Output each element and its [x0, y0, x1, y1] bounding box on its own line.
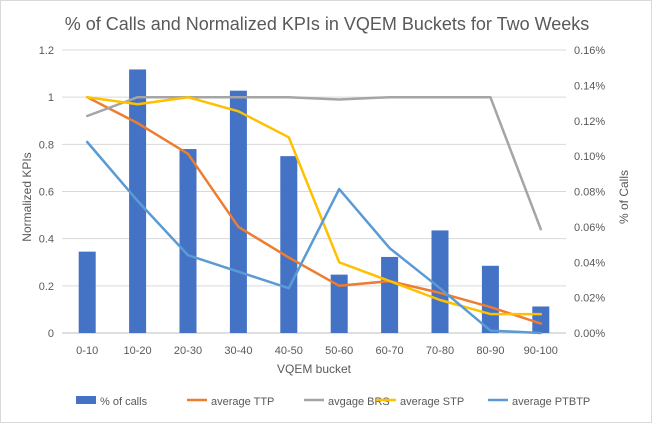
bar	[229, 90, 247, 334]
y2-tick-label: 0.14%	[574, 80, 605, 92]
x-tick-label: 50-60	[325, 345, 353, 357]
bar	[179, 149, 197, 333]
y2-tick-label: 0.02%	[574, 293, 605, 305]
y-tick-label: 0.6	[39, 187, 54, 199]
legend: % of calls average TTP avgage BRS average S…	[76, 396, 590, 408]
y-tick-label: 1.2	[39, 45, 54, 57]
y-tick-label: 0.2	[39, 281, 54, 293]
x-tick-label: 20-30	[174, 345, 202, 357]
x-tick-label: 0-10	[76, 345, 98, 357]
x-tick-label: 80-90	[476, 345, 504, 357]
y-axis-title: Normalized KPIs	[20, 152, 34, 241]
y-tick-label: 0.8	[39, 139, 54, 151]
legend-swatch-bar	[76, 396, 96, 404]
x-tick-label: 10-20	[124, 345, 152, 357]
x-tick-label: 90-100	[524, 345, 558, 357]
bar	[78, 251, 96, 333]
bar	[280, 156, 298, 333]
x-axis-title: VQEM bucket	[277, 362, 352, 376]
legend-label: average TTP	[211, 396, 274, 408]
series-line	[85, 95, 543, 316]
y2-tick-label: 0.10%	[574, 151, 605, 163]
legend-label: avgage BRS	[328, 396, 390, 408]
bar	[381, 256, 399, 333]
bar	[431, 230, 449, 333]
x-tick-label: 70-80	[426, 345, 454, 357]
y2-axis-title: % of Calls	[617, 170, 631, 224]
x-tick-label: 40-50	[275, 345, 303, 357]
chart-title: % of Calls and Normalized KPIs in VQEM B…	[65, 14, 590, 34]
y-tick-label: 1	[48, 92, 54, 104]
legend-label: average STP	[400, 396, 464, 408]
y2-tick-label: 0.04%	[574, 257, 605, 269]
y-tick-label: 0	[48, 328, 54, 340]
x-tick-label: 30-40	[224, 345, 252, 357]
line-series-group	[85, 95, 543, 335]
y2-tick-label: 0.16%	[574, 45, 605, 57]
bar	[481, 265, 499, 333]
axis-labels-group: 0 0.2 0.4 0.6 0.8 1 1.2 0.00% 0.02% 0.04% 0.06% 0.0…	[39, 45, 606, 357]
y2-tick-label: 0.06%	[574, 222, 605, 234]
legend-label: average PTBTP	[512, 396, 590, 408]
series-line	[85, 140, 543, 335]
series-line	[85, 95, 543, 231]
y2-tick-label: 0.12%	[574, 116, 605, 128]
series-line	[85, 95, 543, 325]
legend-label: % of calls	[100, 396, 148, 408]
bar	[532, 306, 550, 333]
y-tick-label: 0.4	[39, 234, 54, 246]
y2-tick-label: 0.00%	[574, 328, 605, 340]
x-tick-label: 60-70	[376, 345, 404, 357]
bar	[330, 274, 348, 333]
y2-tick-label: 0.08%	[574, 187, 605, 199]
